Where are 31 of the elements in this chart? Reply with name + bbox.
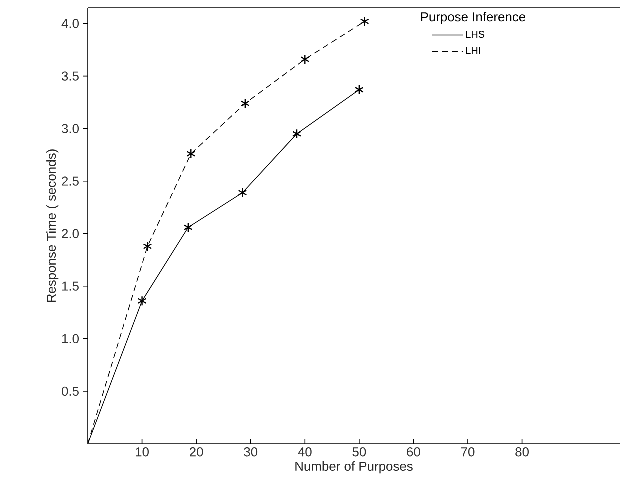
point (238, 188, 248, 198)
y-tick-label: 1.0 (62, 334, 79, 344)
point (186, 148, 196, 160)
y-axis-title: Response Time ( seconds) (46, 150, 59, 302)
point (354, 84, 364, 96)
legend-label: LHS (466, 31, 485, 38)
x-tick-label: 30 (244, 448, 258, 457)
legend-title: Purpose Inference (421, 12, 526, 24)
point (143, 241, 152, 252)
y-tick-label: 0.5 (62, 386, 79, 396)
point (138, 296, 147, 306)
x-tick-label: 20 (190, 448, 204, 457)
point (360, 16, 370, 27)
y-tick-label: 3.0 (62, 124, 79, 134)
y-tick-label: 4.0 (62, 19, 79, 28)
x-axis-title: Number of Purposes (296, 462, 413, 474)
point (184, 222, 193, 233)
y-tick-label: 1.5 (62, 282, 79, 291)
y-tick-label: 2.0 (62, 229, 79, 238)
x-tick-label: 70 (461, 448, 475, 457)
point (300, 54, 310, 65)
y-tick-label: 2.5 (62, 176, 79, 186)
x-tick-label: 60 (407, 448, 420, 457)
y-tick-label: 3.5 (62, 72, 79, 81)
x-tick-label: 80 (516, 448, 529, 457)
point (292, 128, 302, 140)
x-tick-label: 40 (298, 448, 312, 457)
point (240, 98, 250, 109)
legend-label: LHI (466, 47, 480, 54)
x-tick-label: 10 (136, 448, 149, 457)
x-tick-label: 50 (352, 448, 366, 457)
